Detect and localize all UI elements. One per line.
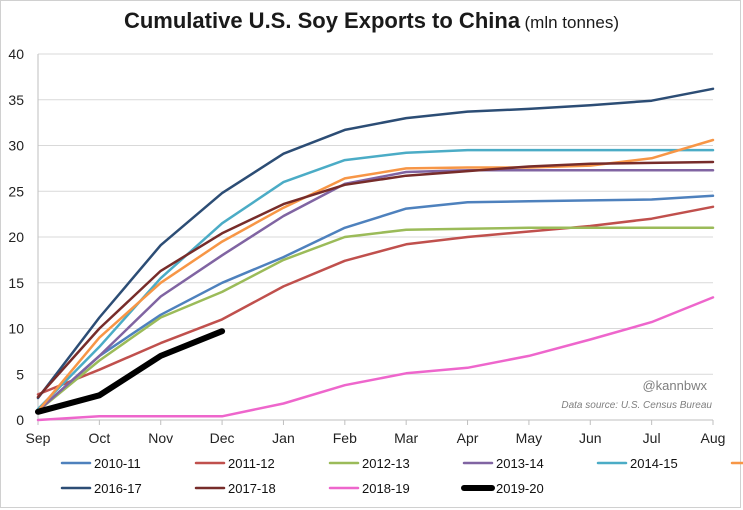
y-tick-label: 40 xyxy=(8,46,24,62)
x-tick-label: Apr xyxy=(457,430,479,446)
x-tick-label: May xyxy=(516,430,542,446)
y-tick-label: 20 xyxy=(8,229,24,245)
series-line-2016-17 xyxy=(36,87,715,400)
series-line-2018-19 xyxy=(36,296,715,422)
chart-title-unit: (mln tonnes) xyxy=(524,13,619,32)
legend-label-2018-19: 2018-19 xyxy=(362,481,410,496)
author-handle: @kannbwx xyxy=(642,378,707,393)
legend-label-2017-18: 2017-18 xyxy=(228,481,276,496)
legend-label-2011-12: 2011-12 xyxy=(228,456,275,471)
y-tick-label: 0 xyxy=(16,412,24,428)
legend-label-2010-11: 2010-11 xyxy=(94,456,141,471)
x-tick-label: Sep xyxy=(26,430,51,446)
y-tick-label: 5 xyxy=(16,366,24,382)
chart-title: Cumulative U.S. Soy Exports to China (ml… xyxy=(0,8,743,34)
y-tick-label: 10 xyxy=(8,321,24,337)
x-tick-label: Dec xyxy=(210,430,235,446)
series-line-2012-13 xyxy=(36,226,715,413)
x-tick-label: Oct xyxy=(88,430,110,446)
x-tick-label: Feb xyxy=(333,430,357,446)
series-line-2019-20 xyxy=(35,328,226,415)
legend-label-2013-14: 2013-14 xyxy=(496,456,544,471)
legend-label-2019-20: 2019-20 xyxy=(496,481,544,496)
legend-label-2016-17: 2016-17 xyxy=(94,481,142,496)
x-tick-label: Nov xyxy=(148,430,173,446)
y-tick-label: 15 xyxy=(8,275,24,291)
x-tick-label: Aug xyxy=(701,430,726,446)
y-tick-label: 30 xyxy=(8,138,24,154)
series-line-2017-18 xyxy=(36,160,715,399)
series-line-2010-11 xyxy=(36,194,715,413)
legend-label-2012-13: 2012-13 xyxy=(362,456,410,471)
y-tick-label: 25 xyxy=(8,183,24,199)
x-tick-label: Jan xyxy=(272,430,295,446)
y-tick-label: 35 xyxy=(8,92,24,108)
legend-label-2014-15: 2014-15 xyxy=(630,456,678,471)
series-line-2011-12 xyxy=(36,205,715,396)
x-tick-label: Mar xyxy=(394,430,418,446)
data-source-note: Data source: U.S. Census Bureau xyxy=(561,400,712,411)
x-tick-label: Jul xyxy=(643,430,661,446)
series-line-2013-14 xyxy=(36,168,715,413)
series-line-2014-15 xyxy=(36,148,715,411)
chart-title-main: Cumulative U.S. Soy Exports to China xyxy=(123,8,521,33)
x-tick-label: Jun xyxy=(579,430,602,446)
